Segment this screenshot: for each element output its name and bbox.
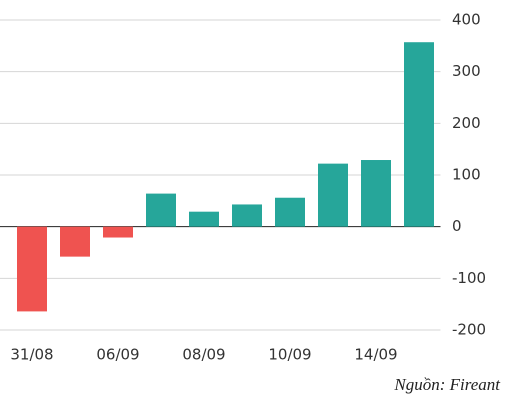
- bar: [361, 160, 391, 227]
- y-tick-label: 0: [452, 217, 462, 235]
- bar: [232, 204, 262, 227]
- y-tick-label: 200: [452, 114, 481, 132]
- bar: [318, 163, 348, 227]
- x-tick-label: 31/08: [10, 346, 53, 364]
- bar: [17, 226, 47, 312]
- x-tick-label: 06/09: [96, 346, 139, 364]
- x-tick-label: 10/09: [268, 346, 311, 364]
- x-tick-label: 14/09: [354, 346, 397, 364]
- y-tick-label: 300: [452, 62, 481, 80]
- source: Nguồn: Fireant: [393, 375, 501, 394]
- x-tick-label: 08/09: [182, 346, 225, 364]
- bar: [404, 42, 434, 227]
- bar: [189, 211, 219, 227]
- bar: [146, 193, 176, 227]
- bar: [103, 226, 133, 238]
- bar: [275, 197, 305, 227]
- y-tick-label: 100: [452, 166, 481, 184]
- y-tick-label: -100: [452, 269, 486, 287]
- y-tick-label: 400: [452, 11, 481, 29]
- bar: [60, 226, 90, 257]
- y-tick-label: -200: [452, 321, 486, 339]
